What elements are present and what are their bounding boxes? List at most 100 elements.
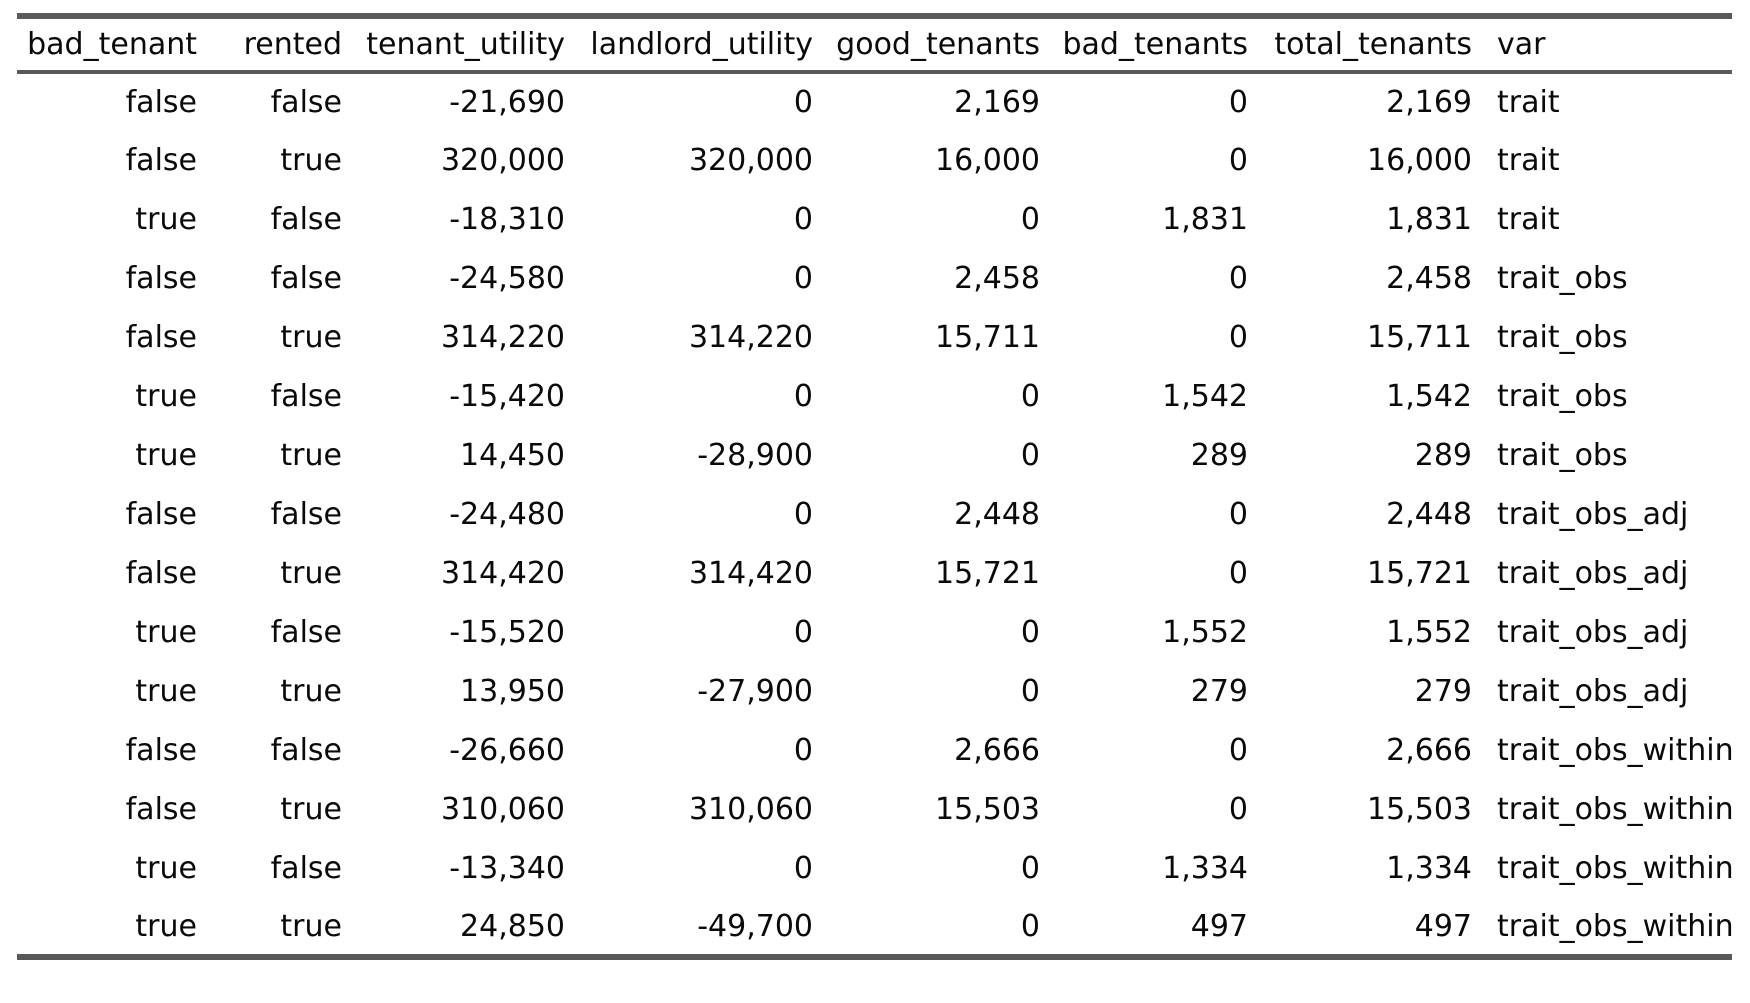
table-body: false false -21,690 0 2,169 0 2,169 trait false t…: [17, 72, 1732, 957]
table-row: false false -24,580 0 2,458 0 2,458 trait_obs: [17, 249, 1732, 308]
table-row: false true 314,420 314,420 15,721 0 15,721 trai…: [17, 544, 1732, 603]
table-cell: trait_obs: [1497, 379, 1628, 414]
table-cell: 0: [1020, 202, 1040, 237]
table-cell: false: [125, 733, 197, 768]
column-header-landlord-utility: landlord_utility: [590, 27, 813, 62]
table-cell: false: [270, 851, 342, 886]
table-cell: true: [280, 792, 342, 827]
table-cell: 314,220: [440, 320, 565, 355]
table-cell: false: [270, 497, 342, 532]
table-cell: true: [135, 202, 197, 237]
table-cell: 0: [793, 85, 813, 120]
table-cell: trait_obs_adj: [1497, 556, 1689, 591]
table-cell: 15,711: [1367, 320, 1472, 355]
header-row: bad_tenant rented tenant_utility landlor…: [17, 16, 1732, 72]
table-cell: -13,340: [449, 851, 565, 886]
table-cell: 1,334: [1162, 851, 1248, 886]
table-cell: true: [280, 556, 342, 591]
table-cell: 0: [793, 261, 813, 296]
table-cell: 310,060: [440, 792, 565, 827]
table-cell: 2,169: [1386, 85, 1472, 120]
table-cell: 279: [1190, 674, 1248, 709]
table-cell: -24,480: [449, 497, 565, 532]
table-cell: trait_obs_within: [1497, 792, 1732, 827]
table-cell: 1,831: [1162, 202, 1248, 237]
column-header-tenant-utility: tenant_utility: [366, 27, 565, 62]
table-cell: -27,900: [697, 674, 813, 709]
table-cell: 314,220: [688, 320, 813, 355]
table-cell: -15,520: [449, 615, 565, 650]
table-cell: 2,666: [954, 733, 1040, 768]
table-cell: 13,950: [460, 674, 565, 709]
table-cell: -26,660: [449, 733, 565, 768]
table-cell: 314,420: [440, 556, 565, 591]
table-cell: 2,448: [1386, 497, 1472, 532]
table-cell: 0: [1228, 143, 1248, 178]
table-cell: false: [125, 556, 197, 591]
table-cell: 497: [1414, 908, 1472, 944]
table-cell: 2,169: [954, 85, 1040, 120]
table-cell: 16,000: [935, 143, 1040, 178]
table-cell: 0: [793, 497, 813, 532]
table-cell: trait_obs: [1497, 438, 1628, 473]
table-cell: 0: [1228, 733, 1248, 768]
table-cell: 0: [1020, 615, 1040, 650]
table-cell: 314,420: [688, 556, 813, 591]
table-cell: 0: [1228, 85, 1248, 120]
table-cell: 15,721: [935, 556, 1040, 591]
table-cell: -49,700: [697, 908, 813, 944]
column-header-good-tenants: good_tenants: [836, 27, 1040, 62]
table-cell: -28,900: [697, 438, 813, 473]
table-cell: trait: [1497, 85, 1560, 120]
column-header-var: var: [1497, 27, 1546, 62]
table-cell: 1,542: [1386, 379, 1472, 414]
table-cell: -18,310: [449, 202, 565, 237]
table-cell: 1,542: [1162, 379, 1248, 414]
table-row: true true 14,450 -28,900 0 289 289 trait_obs: [17, 426, 1732, 485]
table-row: true true 13,950 -27,900 0 279 279 trait_obs_ad…: [17, 662, 1732, 721]
table-cell: true: [280, 438, 342, 473]
table-cell: false: [125, 497, 197, 532]
table-cell: 15,711: [935, 320, 1040, 355]
table-cell: trait_obs: [1497, 261, 1628, 296]
table-cell: false: [125, 792, 197, 827]
table-cell: trait: [1497, 202, 1560, 237]
table-cell: 15,503: [935, 792, 1040, 827]
table-cell: true: [135, 379, 197, 414]
table-cell: 0: [1228, 556, 1248, 591]
column-header-rented: rented: [243, 27, 342, 62]
table-cell: trait_obs_within: [1497, 908, 1732, 944]
table-cell: 0: [793, 202, 813, 237]
table-cell: 0: [1228, 792, 1248, 827]
table-cell: true: [280, 674, 342, 709]
table-cell: 320,000: [440, 143, 565, 178]
table-cell: 310,060: [688, 792, 813, 827]
table-row: false false -21,690 0 2,169 0 2,169 trait: [17, 72, 1732, 131]
table-cell: 15,721: [1367, 556, 1472, 591]
table-cell: trait_obs_within: [1497, 851, 1732, 886]
table-cell: false: [125, 143, 197, 178]
table-cell: false: [270, 615, 342, 650]
table-cell: 289: [1190, 438, 1248, 473]
table-cell: 0: [793, 733, 813, 768]
table-cell: false: [270, 202, 342, 237]
table-cell: true: [135, 438, 197, 473]
table-cell: 1,831: [1386, 202, 1472, 237]
table-cell: 289: [1414, 438, 1472, 473]
table-cell: 14,450: [460, 438, 565, 473]
table-cell: trait_obs: [1497, 320, 1628, 355]
table-cell: false: [270, 733, 342, 768]
table-cell: true: [280, 908, 342, 944]
data-table: bad_tenant rented tenant_utility landlor…: [17, 13, 1732, 960]
table-row: true false -18,310 0 0 1,831 1,831 trait: [17, 190, 1732, 249]
table-cell: 2,458: [1386, 261, 1472, 296]
table-cell: 0: [1020, 379, 1040, 414]
table-cell: trait: [1497, 143, 1560, 178]
table-cell: true: [280, 143, 342, 178]
table-row: true false -13,340 0 0 1,334 1,334 trait_obs_wi…: [17, 839, 1732, 898]
table-row: true false -15,520 0 0 1,552 1,552 trait_obs_ad…: [17, 603, 1732, 662]
table-cell: false: [270, 261, 342, 296]
table-cell: 0: [1228, 261, 1248, 296]
table-cell: false: [125, 320, 197, 355]
table-cell: true: [135, 674, 197, 709]
